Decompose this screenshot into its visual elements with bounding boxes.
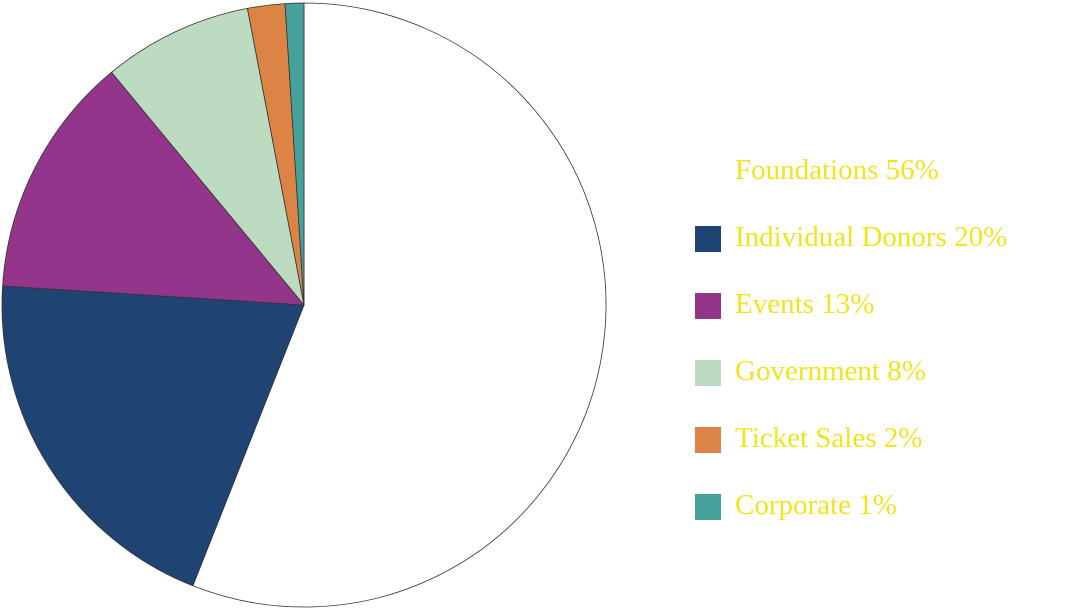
legend-name: Events — [735, 288, 814, 320]
legend-name: Corporate — [735, 489, 851, 521]
legend-value: 8% — [887, 355, 926, 387]
pie-slice — [2, 71, 305, 306]
legend-value: 2% — [884, 422, 923, 454]
legend-swatch — [695, 494, 721, 520]
legend-label: Government 8% — [735, 355, 926, 387]
pie-slice — [1, 285, 305, 587]
pie-slice — [192, 2, 607, 608]
legend-name: Ticket Sales — [735, 422, 877, 454]
legend-swatch — [695, 226, 721, 252]
legend-swatch — [695, 360, 721, 386]
legend-value: 20% — [954, 221, 1007, 253]
legend-swatch — [695, 159, 721, 185]
legend-value: 13% — [821, 288, 874, 320]
legend-swatch — [695, 427, 721, 453]
legend-label: Foundations 56% — [735, 154, 939, 186]
legend-label: Corporate 1% — [735, 489, 897, 521]
legend-swatch — [695, 293, 721, 319]
legend-label: Ticket Sales 2% — [735, 422, 922, 454]
legend-value: 1% — [858, 489, 897, 521]
pie-slice — [284, 2, 305, 306]
legend-name: Individual Donors — [735, 221, 947, 253]
legend-name: Foundations — [735, 154, 878, 186]
legend-label: Events 13% — [735, 288, 874, 320]
legend-value: 56% — [886, 154, 939, 186]
legend-name: Government — [735, 355, 880, 387]
legend-label: Individual Donors 20% — [735, 221, 1007, 253]
pie-slice — [110, 7, 305, 306]
